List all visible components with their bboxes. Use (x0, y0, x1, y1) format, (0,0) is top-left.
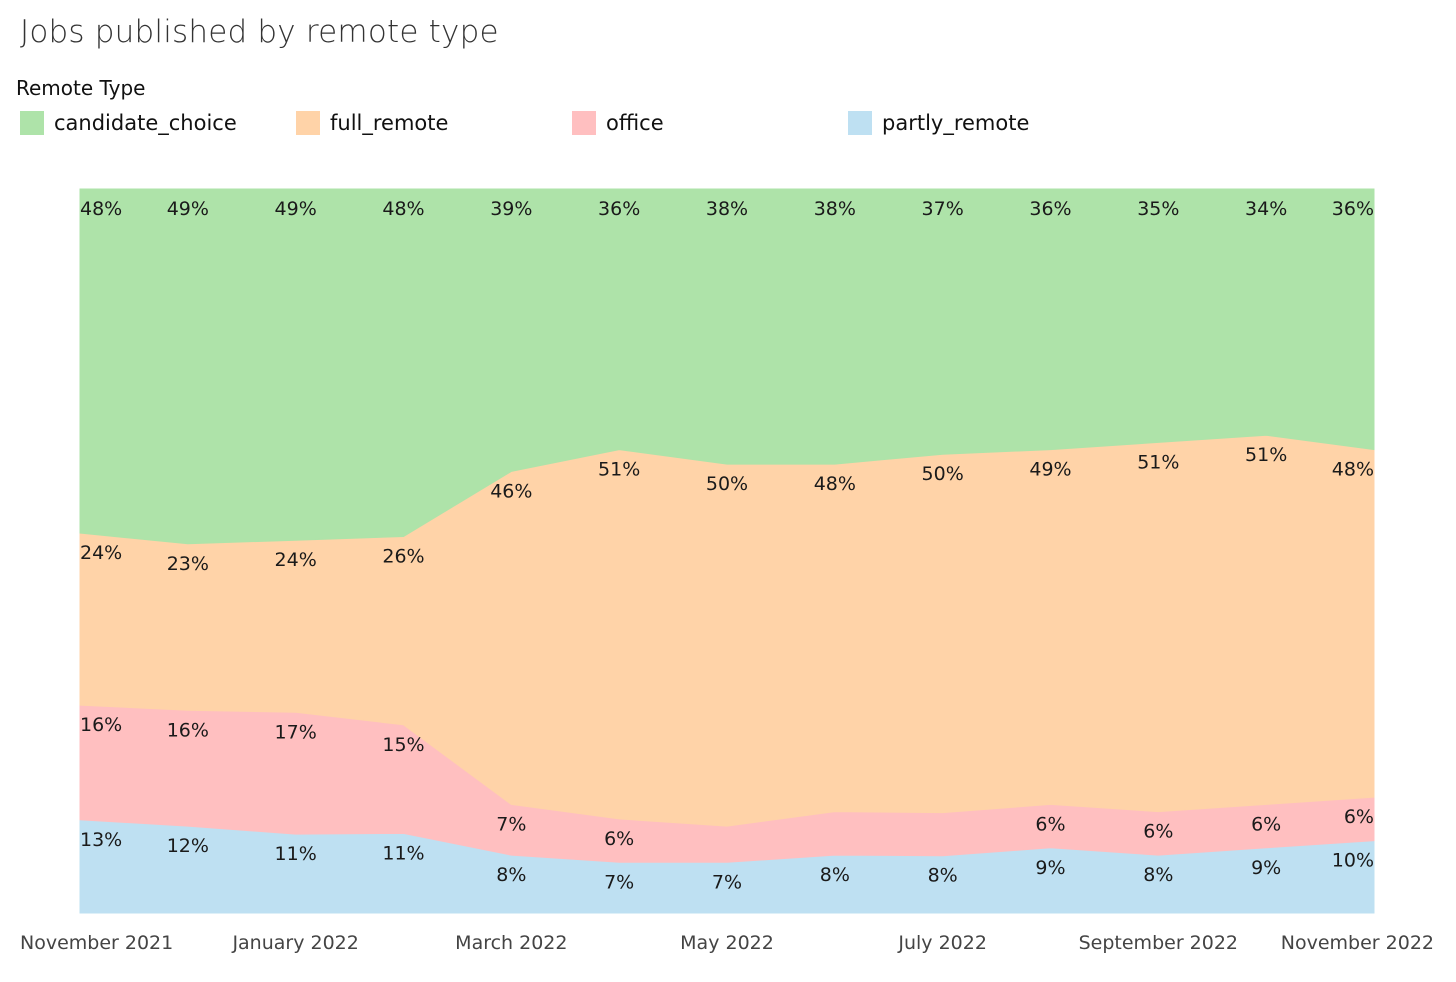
data-label-full-remote: 49% (1029, 459, 1071, 481)
data-label-full-remote: 48% (1332, 459, 1374, 481)
data-label-office: 7% (496, 813, 526, 835)
legend-label-candidate-choice: candidate_choice (54, 111, 237, 135)
legend: candidate_choice full_remote office part… (20, 108, 1220, 138)
data-label-partly-remote: 8% (1143, 864, 1173, 886)
data-label-office: 6% (1344, 806, 1374, 828)
data-label-partly-remote: 11% (382, 842, 424, 864)
legend-swatch-full-remote (296, 111, 320, 135)
data-label-partly-remote: 11% (275, 843, 317, 865)
data-label-partly-remote: 8% (820, 864, 850, 886)
data-label-partly-remote: 9% (1251, 857, 1281, 879)
data-label-full-remote: 51% (1137, 451, 1179, 473)
legend-title: Remote Type (16, 76, 146, 100)
data-label-office: 6% (604, 828, 634, 850)
data-label-candidate-choice: 48% (80, 198, 122, 220)
x-tick-label: September 2022 (1079, 932, 1238, 954)
data-label-office: 17% (275, 721, 317, 743)
legend-label-partly-remote: partly_remote (882, 111, 1030, 135)
data-label-candidate-choice: 38% (814, 198, 856, 220)
data-label-full-remote: 23% (167, 553, 209, 575)
data-label-partly-remote: 8% (928, 865, 958, 887)
x-tick-label: May 2022 (680, 932, 774, 954)
data-label-candidate-choice: 38% (706, 198, 748, 220)
data-label-candidate-choice: 39% (490, 198, 532, 220)
data-label-office: 16% (80, 714, 122, 736)
data-labels: 13% 12% 11% 11% 8% 7% 7% 8% 8% 9% 8% 9% 10% 16% 16% 17%… (80, 198, 1374, 893)
legend-swatch-candidate-choice (20, 111, 44, 135)
data-label-office: 6% (1035, 813, 1065, 835)
legend-item-office[interactable]: office (572, 108, 664, 138)
data-label-partly-remote: 10% (1332, 850, 1374, 872)
area-layers (79, 188, 1375, 914)
legend-item-partly-remote[interactable]: partly_remote (848, 108, 1029, 138)
data-label-candidate-choice: 34% (1245, 198, 1287, 220)
data-label-partly-remote: 7% (712, 871, 742, 893)
data-label-office: 15% (382, 734, 424, 756)
data-label-candidate-choice: 36% (1332, 198, 1374, 220)
x-tick-label: July 2022 (897, 932, 987, 954)
x-tick-label: January 2022 (231, 932, 358, 954)
legend-item-candidate-choice[interactable]: candidate_choice (20, 108, 237, 138)
data-label-full-remote: 46% (490, 480, 532, 502)
data-label-full-remote: 24% (80, 542, 122, 564)
data-label-full-remote: 51% (1245, 444, 1287, 466)
legend-item-full-remote[interactable]: full_remote (296, 108, 448, 138)
legend-swatch-office (572, 111, 596, 135)
data-label-candidate-choice: 48% (382, 198, 424, 220)
data-label-full-remote: 51% (598, 459, 640, 481)
data-label-full-remote: 48% (814, 473, 856, 495)
legend-label-office: office (606, 111, 664, 135)
x-tick-label: March 2022 (455, 932, 567, 954)
data-label-office: 6% (1251, 813, 1281, 835)
data-label-candidate-choice: 36% (1029, 198, 1071, 220)
data-label-partly-remote: 12% (167, 835, 209, 857)
data-label-candidate-choice: 49% (275, 198, 317, 220)
data-label-partly-remote: 9% (1035, 857, 1065, 879)
area-candidate-choice[interactable] (79, 188, 1375, 545)
data-label-candidate-choice: 36% (598, 198, 640, 220)
data-label-partly-remote: 8% (496, 864, 526, 886)
data-label-candidate-choice: 35% (1137, 198, 1179, 220)
x-tick-label: November 2022 (1281, 932, 1434, 954)
data-label-full-remote: 50% (922, 463, 964, 485)
chart-title: Jobs published by remote type (20, 14, 499, 50)
data-label-partly-remote: 13% (80, 829, 122, 851)
data-label-partly-remote: 7% (604, 871, 634, 893)
data-label-full-remote: 24% (275, 549, 317, 571)
x-axis-ticks: November 2021 January 2022 March 2022 May 2… (20, 932, 1434, 954)
legend-swatch-partly-remote (848, 111, 872, 135)
data-label-full-remote: 26% (382, 546, 424, 568)
x-tick-label: November 2021 (20, 932, 173, 954)
data-label-candidate-choice: 37% (922, 198, 964, 220)
data-label-candidate-choice: 49% (167, 198, 209, 220)
data-label-office: 6% (1143, 821, 1173, 843)
data-label-full-remote: 50% (706, 473, 748, 495)
legend-label-full-remote: full_remote (330, 111, 449, 135)
data-label-office: 16% (167, 719, 209, 741)
